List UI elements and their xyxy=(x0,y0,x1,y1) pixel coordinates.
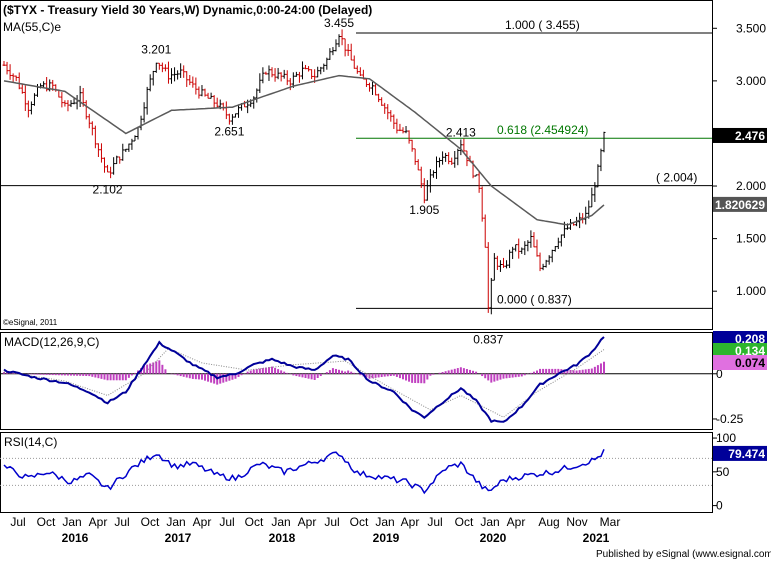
month-label: Jul xyxy=(324,515,339,529)
rsi-badges: 79.474 xyxy=(713,445,767,461)
price-annotations: 3.455 3.201 2.651 2.102 2.413 1.905 0.837 xyxy=(93,16,504,346)
macd-histogram xyxy=(3,360,605,385)
month-label: Oct xyxy=(455,515,474,529)
price-tick-label: 2.000 xyxy=(736,179,766,193)
month-label: Mar xyxy=(600,515,621,529)
fib-levels: 1.000 ( 3.455) 0.618 (2.454924) ( 2.004) 0.… xyxy=(0,18,712,309)
year-label: 2016 xyxy=(62,531,89,545)
swing-annotation: 1.905 xyxy=(409,203,439,217)
swing-annotation: 2.102 xyxy=(93,182,123,196)
price-tick-label: 1.000 xyxy=(736,284,766,298)
month-label: Jul xyxy=(219,515,234,529)
x-axis: Jul Oct Jan Apr Jul Oct Jan Apr Jul Oct Jan Apr Jul O… xyxy=(10,515,620,545)
macd-value-badge-bg xyxy=(713,331,767,346)
esignal-credit: ©eSignal, 2011 xyxy=(3,318,58,327)
month-label: Oct xyxy=(245,515,264,529)
last-price-badge: 2.476 xyxy=(735,129,765,143)
rsi-y-axis: 100 50 0 xyxy=(0,431,736,513)
macd-value-badge: 0.208 xyxy=(735,332,765,346)
month-label: Oct xyxy=(350,515,369,529)
rsi-tick-label: 50 xyxy=(716,465,730,479)
price-tick-label: 3.000 xyxy=(736,74,766,88)
macd-panel-label: MACD(12,26,9,C) xyxy=(4,335,99,349)
month-label: Apr xyxy=(193,515,212,529)
macd-line xyxy=(3,336,605,423)
level-label: 0.000 ( 0.837) xyxy=(497,292,572,306)
rsi-panel-frame xyxy=(0,432,713,513)
year-label: 2019 xyxy=(373,531,400,545)
month-label: Oct xyxy=(37,515,56,529)
chart-title: ($TYX - Treasury Yield 30 Years,W) Dynam… xyxy=(3,3,372,17)
month-label: Jul xyxy=(10,515,25,529)
month-label: Apr xyxy=(401,515,420,529)
year-label: 2017 xyxy=(165,531,192,545)
ma-label: MA(55,C)e xyxy=(3,20,61,34)
rsi-tick-label: 100 xyxy=(716,431,736,445)
swing-annotation: 2.651 xyxy=(214,125,244,139)
histogram-value-badge-bg xyxy=(713,355,767,370)
month-label: Jan xyxy=(271,515,290,529)
level-label: 1.000 ( 3.455) xyxy=(505,18,580,32)
month-label: Jan xyxy=(62,515,81,529)
year-label: 2020 xyxy=(480,531,507,545)
ma-value-badge: 1.820629 xyxy=(715,198,765,212)
swing-annotation: 3.201 xyxy=(141,43,171,57)
month-label: Jul xyxy=(427,515,442,529)
rsi-panel-label: RSI(14,C) xyxy=(4,435,57,449)
panel-frames xyxy=(0,0,713,513)
month-label: Jan xyxy=(166,515,185,529)
level-label: ( 2.004) xyxy=(656,171,697,185)
ma55-line xyxy=(3,74,605,226)
month-label: Jan xyxy=(375,515,394,529)
year-label: 2018 xyxy=(269,531,296,545)
month-label: Nov xyxy=(566,515,587,529)
rsi-tick-label: 0 xyxy=(716,499,723,513)
month-label: Apr xyxy=(298,515,317,529)
price-bars xyxy=(2,29,606,315)
price-tick-label: 3.500 xyxy=(736,21,766,35)
month-label: Apr xyxy=(507,515,526,529)
publisher-footer: Published by eSignal (www.esignal.com) xyxy=(596,549,771,560)
macd-panel-frame xyxy=(0,332,713,430)
ma-value-badge-bg xyxy=(713,196,767,212)
swing-annotation: 3.455 xyxy=(324,16,354,30)
rsi-line xyxy=(3,449,605,495)
rsi-value-badge: 79.474 xyxy=(728,447,765,461)
month-label: Aug xyxy=(538,515,559,529)
swing-annotation: 2.413 xyxy=(446,126,476,140)
month-label: Jan xyxy=(480,515,499,529)
macd-tick-label: -0.25 xyxy=(716,412,744,426)
price-tick-label: 1.500 xyxy=(736,232,766,246)
signal-value-badge-bg xyxy=(713,343,767,358)
level-label: 0.618 (2.454924) xyxy=(497,123,588,137)
month-label: Jul xyxy=(114,515,129,529)
histogram-value-badge: 0.074 xyxy=(735,356,765,370)
month-label: Apr xyxy=(89,515,108,529)
price-panel-frame xyxy=(0,0,713,330)
signal-value-badge: 0.134 xyxy=(735,344,765,358)
rsi-value-badge-bg xyxy=(713,445,767,461)
macd-signal-line xyxy=(3,347,605,418)
month-label: Oct xyxy=(141,515,160,529)
price-badges: 2.476 1.820629 xyxy=(713,127,767,212)
last-price-badge-bg xyxy=(713,127,767,143)
macd-y-axis: 0 -0.25 xyxy=(712,367,744,426)
year-label: 2021 xyxy=(583,531,610,545)
swing-annotation: 0.837 xyxy=(473,332,503,346)
macd-tick-label: 0 xyxy=(716,367,723,381)
